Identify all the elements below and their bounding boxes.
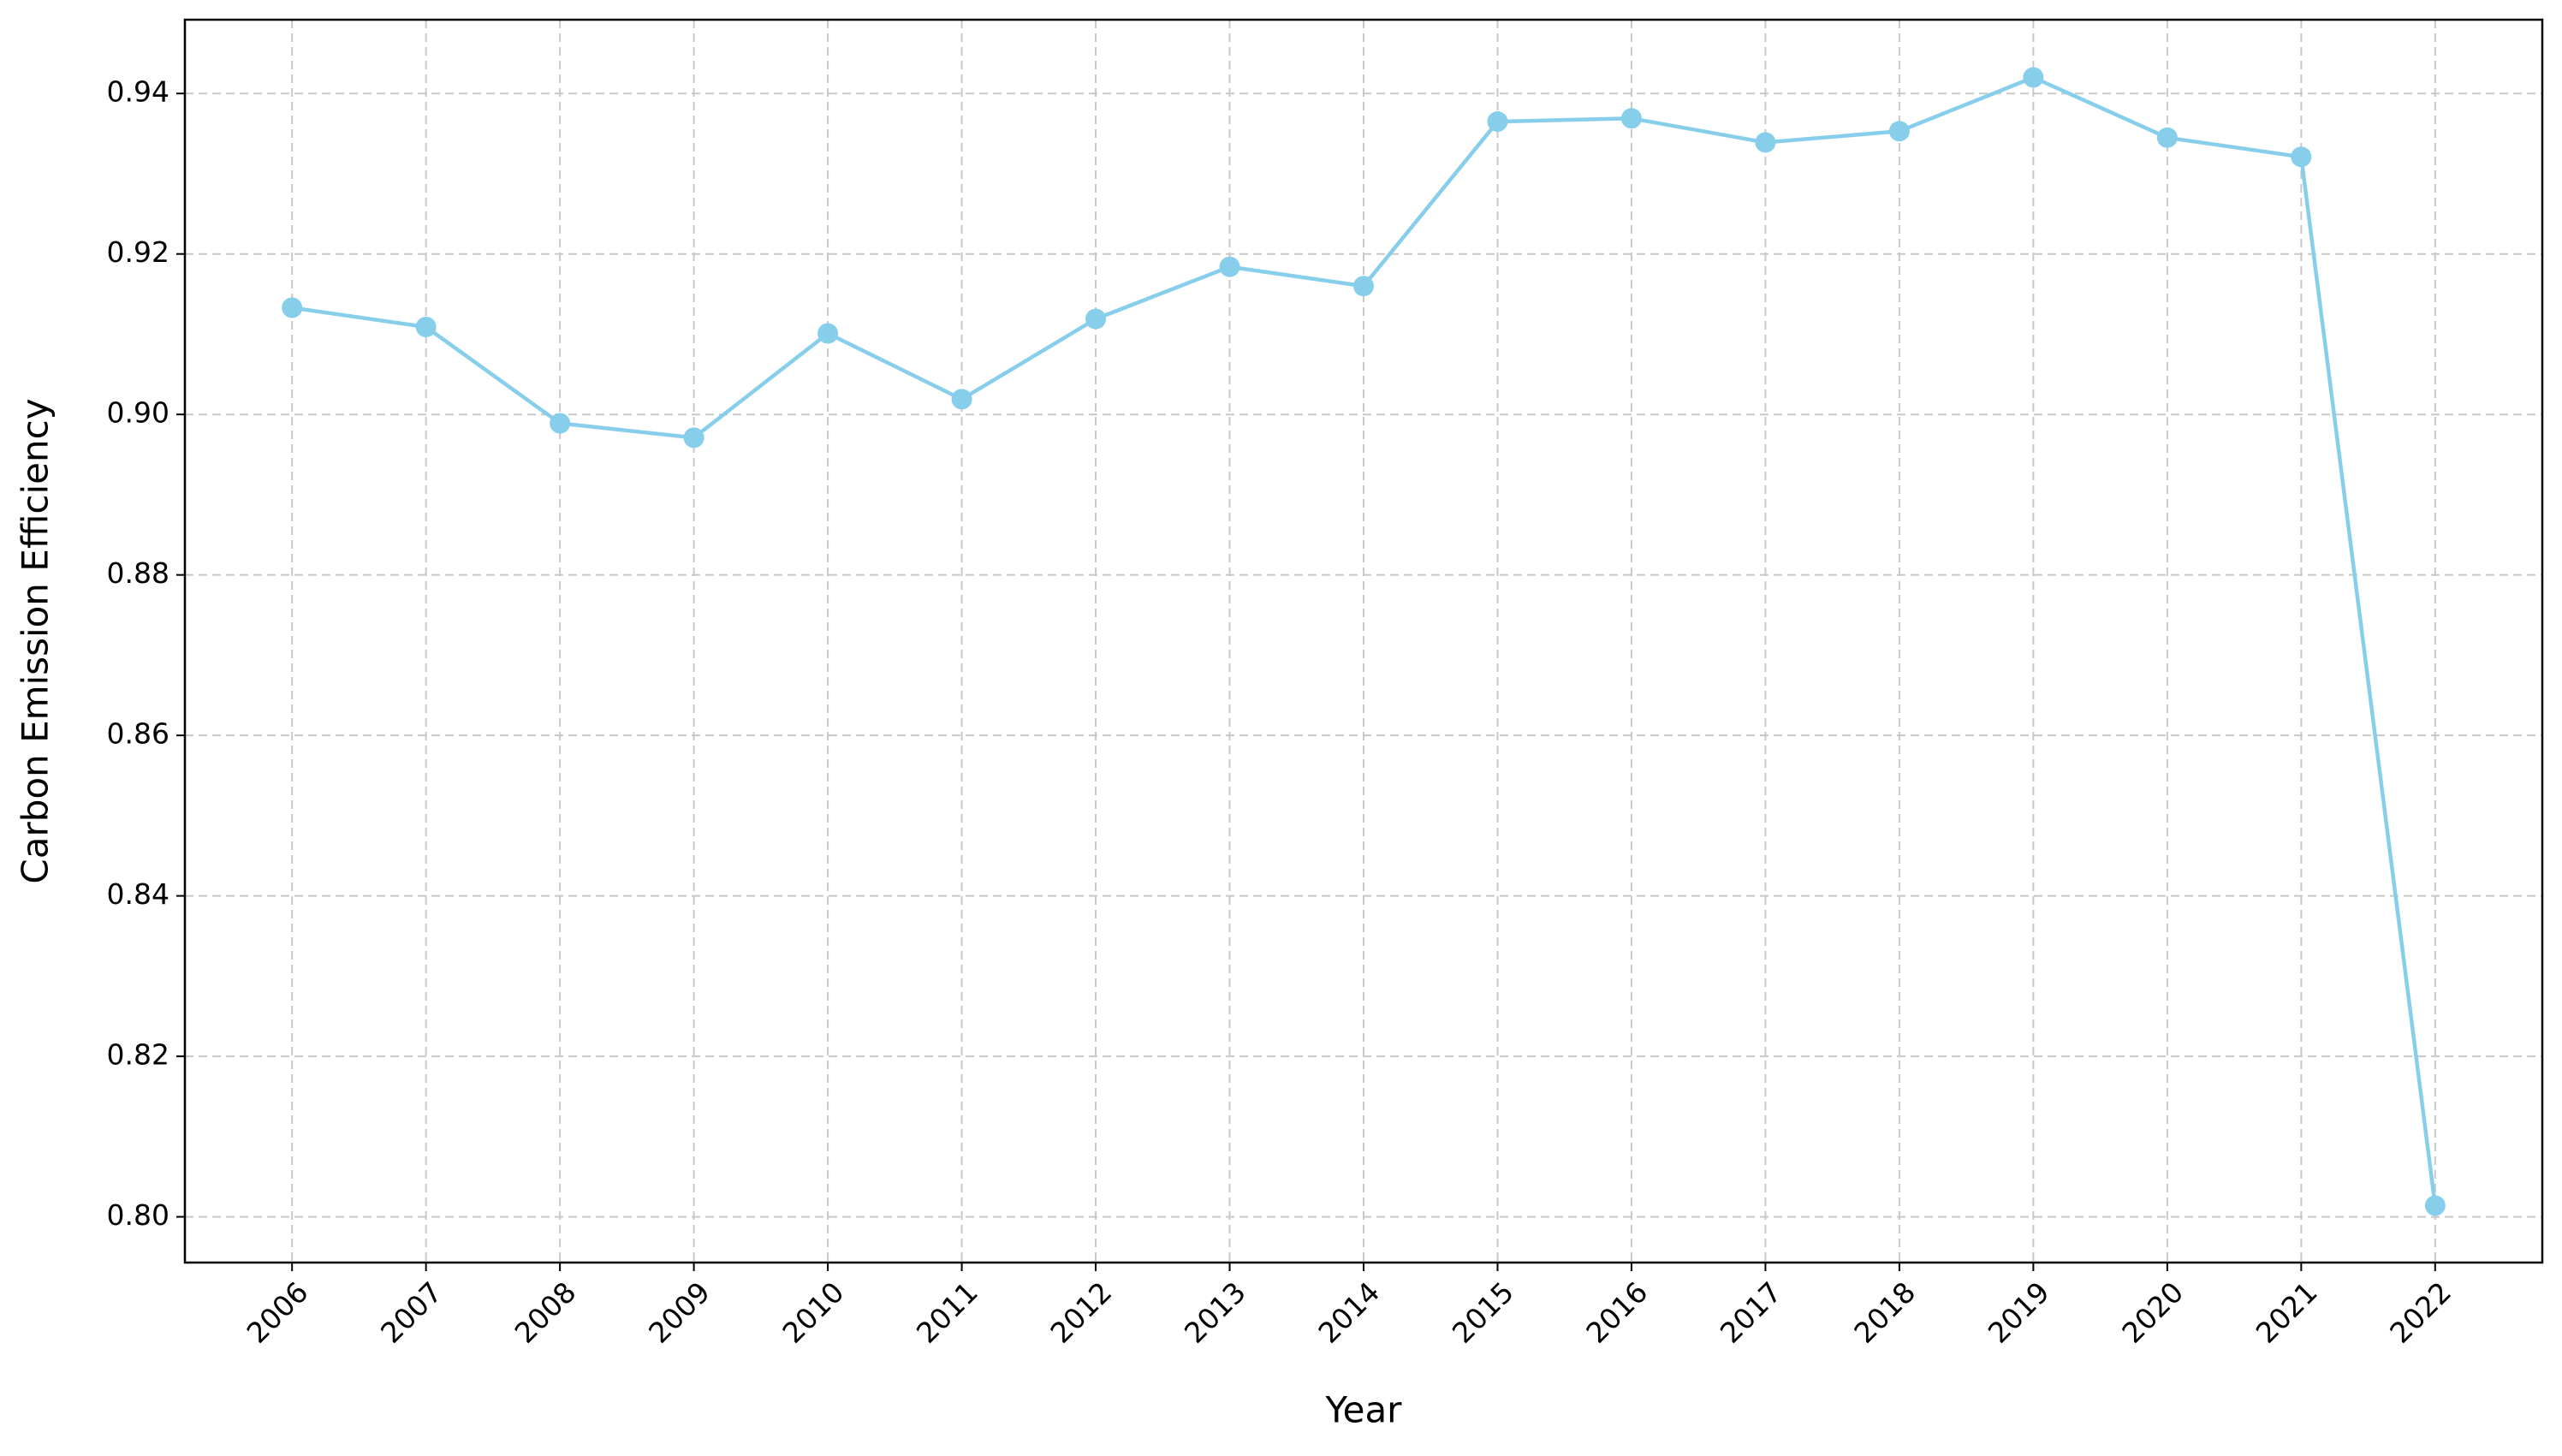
marker [1755, 132, 1776, 153]
x-tick-label: 2020 [2115, 1275, 2190, 1350]
x-tick-label: 2009 [642, 1275, 716, 1350]
marker [1353, 276, 1374, 297]
x-tick-label: 2007 [374, 1275, 449, 1350]
y-tick-label: 0.94 [107, 75, 169, 109]
y-axis-label: Carbon Emission Efficiency [15, 398, 56, 883]
marker [1487, 111, 1508, 133]
marker [1219, 256, 1240, 277]
x-tick-label: 2014 [1311, 1275, 1386, 1350]
x-tick-label: 2021 [2250, 1275, 2324, 1350]
y-tick-label: 0.80 [107, 1198, 169, 1232]
y-tick-label: 0.86 [107, 717, 169, 751]
x-tick-label: 2019 [1982, 1275, 2056, 1350]
y-tick-label: 0.92 [107, 235, 169, 269]
x-tick-label: 2006 [241, 1275, 315, 1350]
marker [683, 427, 704, 449]
marker [2156, 127, 2178, 148]
x-tick-label: 2008 [508, 1275, 583, 1350]
x-tick-label: 2013 [1178, 1275, 1252, 1350]
x-tick-label: 2018 [1847, 1275, 1922, 1350]
y-tick-label: 0.84 [107, 877, 169, 911]
marker [1888, 121, 1910, 142]
x-tick-label: 2016 [1579, 1275, 1654, 1350]
marker [2023, 67, 2044, 88]
marker [415, 317, 437, 338]
plot-frame [183, 18, 2544, 1264]
marker [1620, 108, 1642, 129]
marker [2424, 1195, 2446, 1216]
x-tick-label: 2012 [1043, 1275, 1118, 1350]
marker [951, 389, 972, 410]
y-tick-label: 0.90 [107, 396, 169, 430]
marker [1085, 308, 1107, 330]
x-tick-label: 2011 [910, 1275, 984, 1350]
marker [2291, 146, 2312, 168]
marker [282, 297, 303, 318]
y-tick-label: 0.88 [107, 556, 169, 590]
marker [550, 413, 571, 434]
y-tick-label: 0.82 [107, 1038, 169, 1072]
x-tick-label: 2015 [1446, 1275, 1520, 1350]
x-tick-label: 2010 [776, 1275, 851, 1350]
marker [817, 323, 839, 344]
x-tick-label: 2022 [2383, 1275, 2458, 1350]
x-tick-label: 2017 [1714, 1275, 1788, 1350]
x-axis-label: Year [1325, 1389, 1403, 1431]
